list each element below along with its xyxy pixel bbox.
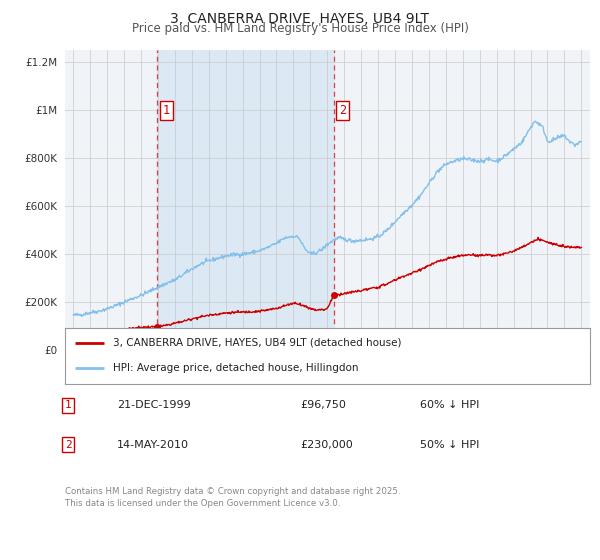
Text: 2: 2 — [339, 104, 346, 117]
Text: Contains HM Land Registry data © Crown copyright and database right 2025.
This d: Contains HM Land Registry data © Crown c… — [65, 487, 400, 508]
Text: 50% ↓ HPI: 50% ↓ HPI — [420, 440, 479, 450]
Text: 3, CANBERRA DRIVE, HAYES, UB4 9LT (detached house): 3, CANBERRA DRIVE, HAYES, UB4 9LT (detac… — [113, 338, 401, 348]
Text: HPI: Average price, detached house, Hillingdon: HPI: Average price, detached house, Hill… — [113, 363, 359, 374]
Text: 60% ↓ HPI: 60% ↓ HPI — [420, 400, 479, 410]
Text: 2: 2 — [65, 440, 71, 450]
Text: 3, CANBERRA DRIVE, HAYES, UB4 9LT: 3, CANBERRA DRIVE, HAYES, UB4 9LT — [170, 12, 430, 26]
Text: £96,750: £96,750 — [300, 400, 346, 410]
Text: 21-DEC-1999: 21-DEC-1999 — [117, 400, 191, 410]
Text: 1: 1 — [65, 400, 71, 410]
Text: Price paid vs. HM Land Registry's House Price Index (HPI): Price paid vs. HM Land Registry's House … — [131, 22, 469, 35]
Text: 14-MAY-2010: 14-MAY-2010 — [117, 440, 189, 450]
Text: £230,000: £230,000 — [300, 440, 353, 450]
Text: 1: 1 — [163, 104, 170, 117]
Bar — [157, 50, 334, 350]
